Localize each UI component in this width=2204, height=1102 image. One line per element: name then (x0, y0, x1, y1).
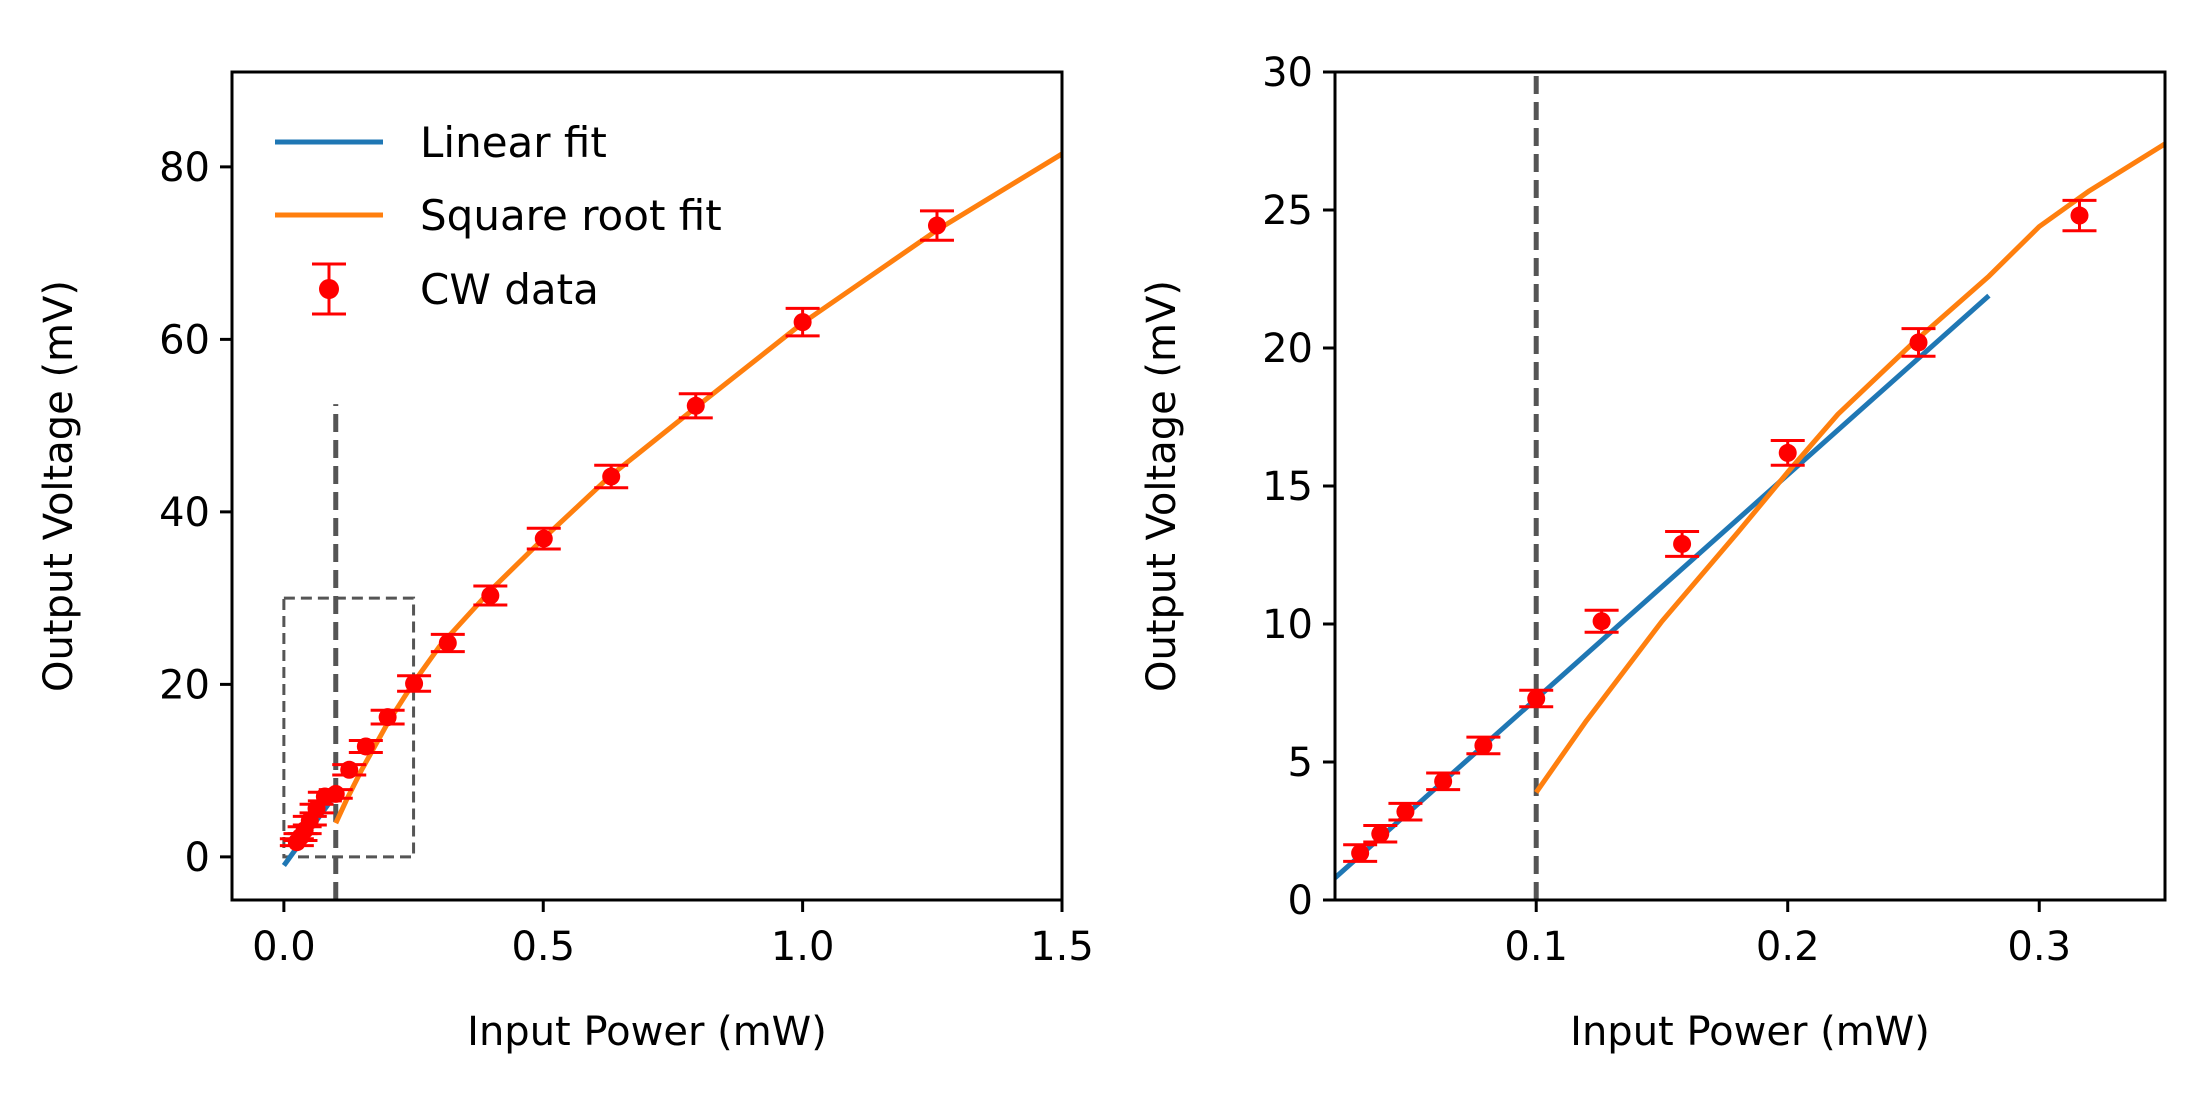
data-marker (378, 708, 397, 727)
legend: Linear fit Square root fit CW data (275, 118, 722, 316)
data-marker (340, 760, 359, 779)
y-tick-label: 15 (1262, 464, 1313, 510)
cw-data-point (526, 526, 561, 551)
right-chart-panel: 0.1 0.2 0.3 0 5 10 15 20 25 30 Input Power (mW) Out… (1139, 50, 2167, 1055)
y-tick-label: 0 (1288, 878, 1313, 924)
y-tick-label: 25 (1262, 188, 1313, 234)
x-axis-label: Input Power (mW) (1570, 1009, 1930, 1055)
cw-data-point (430, 632, 465, 654)
cw-data-point (1426, 771, 1461, 792)
cw-data-point (397, 674, 432, 693)
y-tick-label: 80 (159, 145, 210, 191)
data-marker (356, 737, 375, 756)
data-marker (793, 313, 812, 332)
legend-label: Linear fit (420, 118, 607, 167)
cw-data-point (1363, 823, 1398, 844)
y-tick-label: 10 (1262, 602, 1313, 648)
cw-data-point (1343, 843, 1378, 863)
data-marker (1396, 802, 1415, 821)
cw-data-point (1466, 735, 1501, 756)
data-marker (1592, 612, 1611, 631)
x-axis-label: Input Power (mW) (467, 1009, 827, 1055)
data-marker (1434, 772, 1453, 791)
y-tick-label: 20 (159, 662, 210, 708)
cw-data-point (1519, 688, 1554, 709)
cw-data-point (318, 784, 353, 803)
x-tick-label: 0.2 (1756, 924, 1820, 970)
data-marker (1778, 443, 1797, 462)
data-marker (534, 529, 553, 548)
data-marker (1909, 333, 1928, 352)
axes-frame (230, 70, 1064, 902)
cw-data-point (1770, 438, 1805, 467)
cw-data-point (1388, 801, 1423, 822)
y-tick-label: 5 (1288, 740, 1313, 786)
cw-data-point (1584, 608, 1619, 634)
data-marker (602, 467, 621, 486)
y-tick-label: 40 (159, 490, 210, 536)
y-tick-label: 30 (1262, 50, 1313, 96)
cw-data-point (1665, 530, 1700, 558)
y-axis-label: Output Voltage (mV) (1139, 280, 1185, 692)
legend-swatch-marker (319, 279, 339, 299)
legend-label: CW data (420, 265, 599, 314)
x-tick-label: 0.0 (252, 924, 316, 970)
x-tick-label: 0.1 (1504, 924, 1568, 970)
x-tick-label: 1.5 (1030, 924, 1094, 970)
cw-data-point (678, 392, 713, 420)
data-marker (2070, 206, 2089, 225)
data-marker (438, 633, 457, 652)
data-marker (686, 396, 705, 415)
data-marker (1474, 736, 1493, 755)
x-tick-label: 1.0 (771, 924, 835, 970)
cw-data-point (594, 463, 629, 490)
cw-data-point (919, 209, 954, 242)
data-marker (1527, 689, 1546, 708)
data-marker (1673, 534, 1692, 553)
x-tick-label: 0.5 (511, 924, 575, 970)
cw-data-point (370, 708, 405, 727)
cw-data-point (1901, 327, 1936, 358)
data-marker (1351, 844, 1370, 863)
cw-data-point (785, 306, 820, 338)
plot-area (279, 151, 1062, 900)
data-marker (405, 674, 424, 693)
y-tick-label: 20 (1262, 326, 1313, 372)
x-tick-label: 0.3 (2007, 924, 2071, 970)
data-marker (1371, 824, 1390, 843)
cw-data-point (2062, 198, 2097, 233)
zoom-region-box (282, 596, 416, 859)
cw-data-point (473, 584, 508, 607)
cw-data-point (332, 760, 367, 779)
cw-data-point (348, 737, 383, 756)
square-root-fit-line (1534, 141, 2165, 794)
data-marker (927, 216, 946, 235)
y-axis-label: Output Voltage (mV) (36, 280, 82, 692)
left-chart-panel: 0.0 0.5 1.0 1.5 0 20 40 60 80 Input Power (mW) Out… (36, 70, 1094, 1055)
data-marker (481, 586, 500, 605)
y-tick-label: 0 (185, 835, 210, 881)
plot-area (1335, 72, 2165, 900)
legend-label: Square root fit (420, 191, 722, 240)
y-tick-label: 60 (159, 317, 210, 363)
data-marker (326, 784, 345, 803)
